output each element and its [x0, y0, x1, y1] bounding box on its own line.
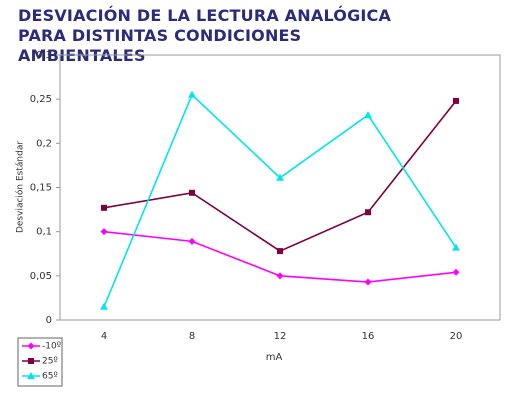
marker: [452, 243, 460, 251]
y-tick-label: 0,2: [36, 138, 52, 149]
marker: [101, 204, 107, 211]
legend-marker: [27, 372, 35, 379]
plot-area: [59, 54, 501, 321]
marker: [276, 272, 284, 280]
x-axis-label: mA: [266, 352, 283, 363]
x-tick-label: 12: [274, 331, 287, 342]
x-tick-label: 20: [450, 331, 463, 342]
legend-label: 25º: [42, 357, 58, 367]
y-tick-label: 0,1: [36, 227, 52, 238]
marker: [364, 278, 372, 286]
x-tick-label: 8: [189, 331, 195, 342]
y-axis-label: Desviación Estándar: [15, 141, 26, 233]
marker: [100, 302, 108, 310]
marker: [188, 237, 196, 245]
legend-label: -10º: [42, 342, 61, 352]
y-tick-label: 0: [46, 315, 52, 326]
chart-title: DESVIACIÓN DE LA LECTURA ANALÓGICA PARA …: [18, 6, 392, 65]
y-tick-label: 0,05: [30, 271, 52, 282]
marker: [364, 111, 372, 119]
x-tick-label: 4: [101, 331, 107, 342]
legend-label: 65º: [42, 372, 58, 382]
marker: [365, 209, 371, 216]
y-tick-label: 0,15: [30, 183, 52, 194]
marker: [189, 189, 195, 196]
legend-marker: [28, 358, 34, 364]
marker: [276, 173, 284, 181]
y-tick-label: 0,25: [30, 94, 52, 105]
marker: [277, 248, 283, 255]
marker: [453, 97, 459, 104]
marker: [452, 268, 460, 276]
marker: [100, 228, 108, 236]
marker: [188, 90, 196, 98]
x-tick-label: 16: [362, 331, 375, 342]
legend-marker: [27, 342, 35, 350]
y-tick-label: 0,3: [36, 50, 52, 61]
